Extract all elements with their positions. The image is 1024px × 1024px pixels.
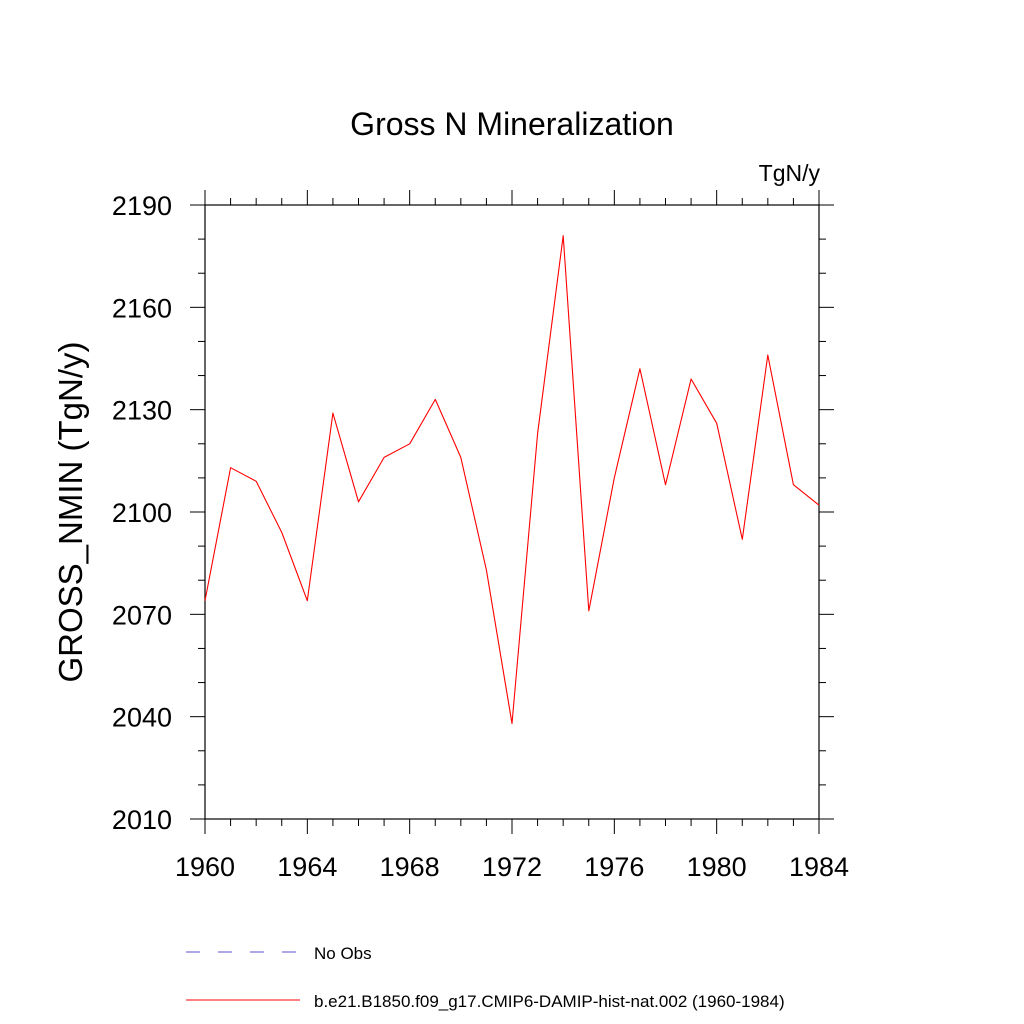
chart-title: Gross N Mineralization	[350, 106, 674, 142]
x-tick-label: 1968	[380, 852, 440, 882]
legend-label-no-obs: No Obs	[314, 944, 372, 963]
y-tick-label: 2160	[112, 293, 172, 323]
x-tick-label: 1984	[789, 852, 849, 882]
y-tick-label: 2010	[112, 805, 172, 835]
y-axis-label: GROSS_NMIN (TgN/y)	[52, 341, 89, 682]
legend: No Obs b.e21.B1850.f09_g17.CMIP6-DAMIP-h…	[186, 944, 785, 1011]
series-line-1	[204, 235, 820, 725]
plot-area-frame	[204, 204, 820, 820]
y-tick-label: 2190	[112, 191, 172, 221]
y-tick-label: 2100	[112, 498, 172, 528]
series-group	[204, 235, 820, 725]
y-tick-label: 2040	[112, 703, 172, 733]
y-tick-label: 2070	[112, 600, 172, 630]
y-tick-label: 2130	[112, 396, 172, 426]
x-tick-label: 1976	[584, 852, 644, 882]
legend-label-model: b.e21.B1850.f09_g17.CMIP6-DAMIP-hist-nat…	[314, 992, 785, 1011]
units-label: TgN/y	[759, 160, 821, 186]
axis-tick-labels: 1960 1964 1968 1972 1976 1980 1984 2010 2040 2070…	[112, 191, 849, 882]
x-tick-label: 1972	[482, 852, 542, 882]
x-tick-label: 1960	[175, 852, 235, 882]
axis-ticks	[190, 190, 834, 834]
x-tick-label: 1964	[277, 852, 337, 882]
x-tick-label: 1980	[687, 852, 747, 882]
